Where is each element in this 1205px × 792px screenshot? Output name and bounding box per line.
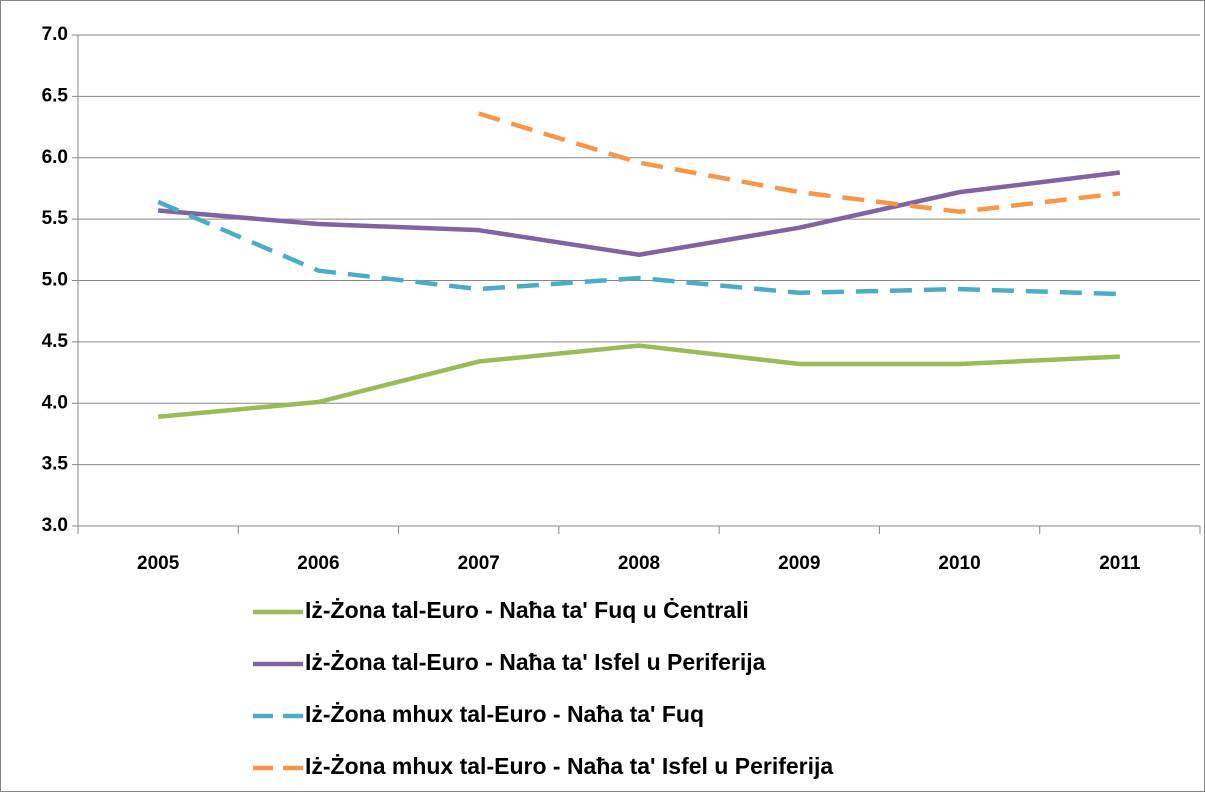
x-tick-label: 2010 (938, 553, 980, 574)
y-tick-label: 3.0 (42, 515, 68, 536)
y-tick-label: 5.5 (42, 208, 69, 229)
series-line (157, 343, 1120, 419)
legend-label: Iż-Żona tal-Euro - Naħa ta' Fuq u Ċentra… (305, 597, 749, 623)
series-line (157, 199, 1120, 297)
series-line (478, 111, 1121, 215)
x-tick-label: 2011 (1099, 553, 1141, 574)
y-tick-label: 4.0 (42, 392, 68, 413)
x-tick-label: 2006 (297, 553, 339, 574)
y-tick-label: 6.0 (42, 147, 68, 168)
y-tick-label: 3.5 (42, 454, 69, 475)
legend-label: Iż-Żona mhux tal-Euro - Naħa ta' Fuq (305, 701, 704, 727)
legend-label: Iż-Żona mhux tal-Euro - Naħa ta' Isfel u… (305, 753, 833, 779)
legend-label: Iż-Żona tal-Euro - Naħa ta' Isfel u Peri… (305, 649, 766, 675)
y-tick-label: 7.0 (42, 24, 68, 45)
y-tick-label: 6.5 (42, 85, 69, 106)
x-tick-label: 2007 (458, 553, 500, 574)
x-tick-label: 2005 (137, 553, 180, 574)
y-tick-label: 4.5 (42, 331, 69, 352)
series-line (157, 170, 1121, 257)
y-tick-label: 5.0 (42, 270, 68, 291)
x-tick-label: 2009 (778, 553, 820, 574)
x-tick-label: 2008 (618, 553, 660, 574)
